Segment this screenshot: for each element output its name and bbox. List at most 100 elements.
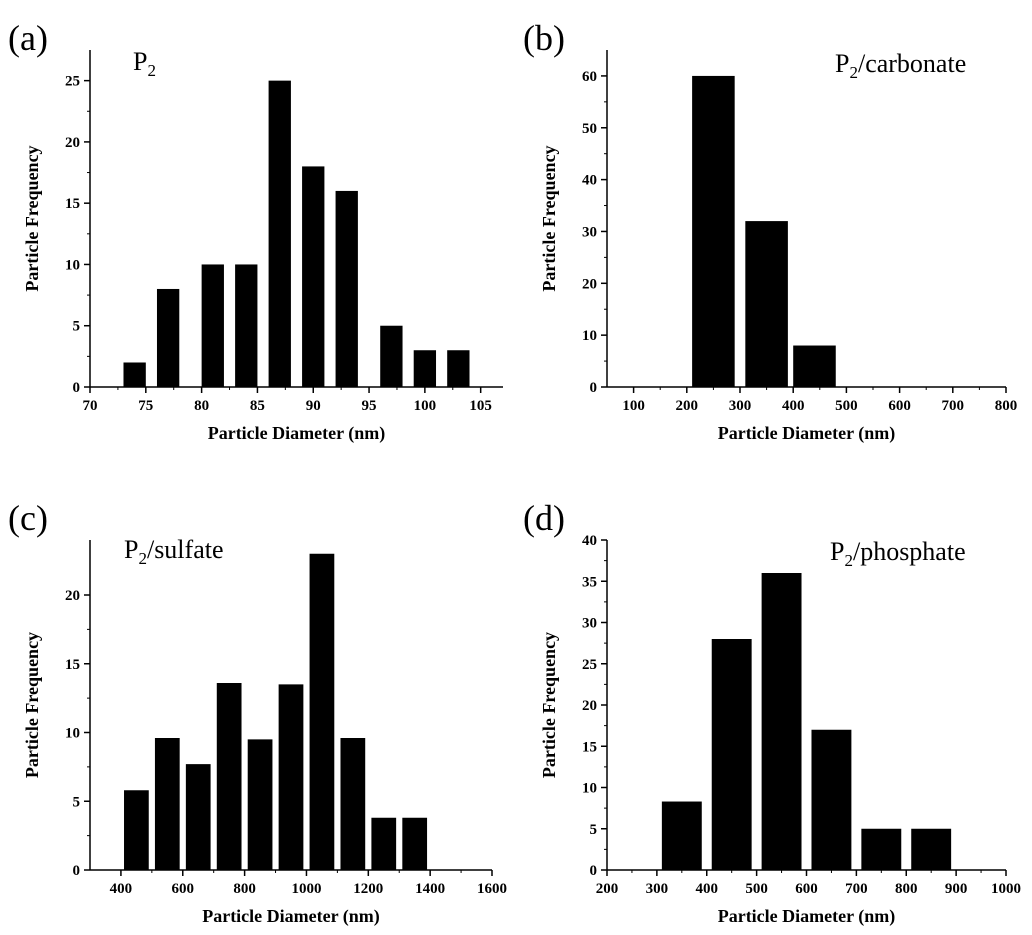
x-tick-label: 700 [845, 881, 868, 897]
bar [413, 350, 437, 387]
panel-title: P2/carbonate [835, 49, 966, 82]
bar [156, 288, 180, 387]
panel-title: P2/phosphate [830, 537, 966, 570]
y-tick-label: 40 [582, 173, 597, 189]
y-tick-label: 30 [582, 616, 597, 632]
y-axis-title: Particle Frequency [539, 145, 559, 291]
bar [811, 729, 852, 870]
y-tick-label: 5 [73, 794, 81, 810]
y-tick-label: 5 [590, 822, 598, 838]
x-tick-label: 100 [622, 398, 645, 414]
x-tick-label: 400 [782, 398, 805, 414]
y-axis-title: Particle Frequency [22, 632, 42, 778]
x-tick-label: 75 [138, 398, 153, 414]
y-tick-label: 15 [65, 196, 80, 212]
y-tick-label: 10 [65, 726, 80, 742]
chart-panel-c: 400 600 800 1000 1200 1400 1600 0 5 10 15 20 Particl… [8, 498, 507, 927]
bar [302, 166, 325, 387]
x-tick-label: 800 [233, 881, 256, 897]
x-tick-label: 1400 [415, 881, 445, 897]
x-tick-label: 1600 [477, 881, 507, 897]
x-tick-label: 600 [795, 881, 818, 897]
y-tick-label: 5 [73, 319, 81, 335]
bar [661, 801, 702, 870]
panel-title: P2 [133, 47, 156, 80]
bar [380, 325, 403, 387]
y-tick-label: 20 [65, 135, 80, 151]
x-tick-label: 200 [676, 398, 699, 414]
bar [247, 739, 273, 870]
panel-label: (a) [8, 18, 48, 58]
bar [861, 828, 902, 870]
bar [711, 639, 752, 870]
bar [309, 553, 335, 870]
x-tick-label: 600 [172, 881, 195, 897]
y-tick-label: 60 [582, 69, 597, 85]
x-tick-label: 80 [194, 398, 209, 414]
y-axis-title: Particle Frequency [539, 632, 559, 778]
chart-panel-d: 200 300 400 500 600 700 800 900 1000 0 5 10 15 20 25 30… [523, 498, 1021, 927]
bar [216, 683, 242, 870]
x-tick-label: 400 [696, 881, 719, 897]
bar [447, 350, 470, 387]
x-tick-label: 1000 [291, 881, 321, 897]
bar [185, 764, 211, 870]
bar [761, 573, 802, 870]
bar [402, 817, 428, 870]
x-tick-label: 600 [888, 398, 911, 414]
y-tick-label: 0 [73, 380, 81, 396]
x-axis-title: Particle Diameter (nm) [208, 423, 386, 444]
y-tick-label: 10 [65, 257, 80, 273]
bar [340, 738, 366, 870]
bar [235, 264, 258, 387]
x-tick-label: 800 [995, 398, 1018, 414]
bar [335, 190, 358, 387]
bar [278, 684, 304, 870]
bar [154, 738, 180, 870]
x-tick-label: 105 [469, 398, 492, 414]
x-axis-title: Particle Diameter (nm) [718, 906, 896, 927]
y-tick-label: 20 [582, 276, 597, 292]
y-tick-label: 40 [582, 533, 597, 549]
y-tick-label: 15 [582, 739, 597, 755]
y-tick-label: 20 [582, 698, 597, 714]
x-tick-label: 400 [110, 881, 133, 897]
panel-label: (d) [523, 498, 565, 538]
chart-panel-b: 100 200 300 400 500 600 700 800 0 10 20 30 40 50 60 Par… [523, 18, 1017, 444]
x-tick-label: 1000 [991, 881, 1021, 897]
y-tick-label: 20 [65, 588, 80, 604]
bar [268, 80, 291, 388]
panel-label: (b) [523, 18, 565, 58]
y-tick-label: 25 [65, 74, 80, 90]
x-tick-label: 200 [596, 881, 619, 897]
y-tick-label: 0 [73, 863, 81, 879]
y-tick-label: 10 [582, 781, 597, 797]
x-tick-label: 300 [646, 881, 669, 897]
y-tick-label: 30 [582, 224, 597, 240]
x-tick-label: 900 [945, 881, 968, 897]
y-tick-label: 10 [582, 328, 597, 344]
bar [123, 362, 146, 387]
x-tick-label: 70 [83, 398, 98, 414]
y-tick-label: 35 [582, 574, 597, 590]
x-tick-label: 1200 [353, 881, 383, 897]
x-axis-title: Particle Diameter (nm) [202, 906, 380, 927]
y-tick-label: 0 [590, 380, 598, 396]
y-tick-label: 25 [582, 657, 597, 673]
x-tick-label: 95 [362, 398, 377, 414]
x-tick-label: 500 [745, 881, 768, 897]
bar [793, 345, 836, 387]
bar [745, 221, 788, 387]
x-tick-label: 300 [729, 398, 752, 414]
x-tick-label: 500 [835, 398, 858, 414]
y-tick-label: 15 [65, 657, 80, 673]
x-axis-title: Particle Diameter (nm) [718, 423, 896, 444]
y-tick-label: 50 [582, 121, 597, 137]
y-tick-label: 0 [590, 863, 598, 879]
bar [371, 817, 397, 870]
bar [692, 75, 735, 387]
y-axis-title: Particle Frequency [22, 145, 42, 291]
x-tick-label: 85 [250, 398, 265, 414]
panel-label: (c) [8, 498, 48, 538]
